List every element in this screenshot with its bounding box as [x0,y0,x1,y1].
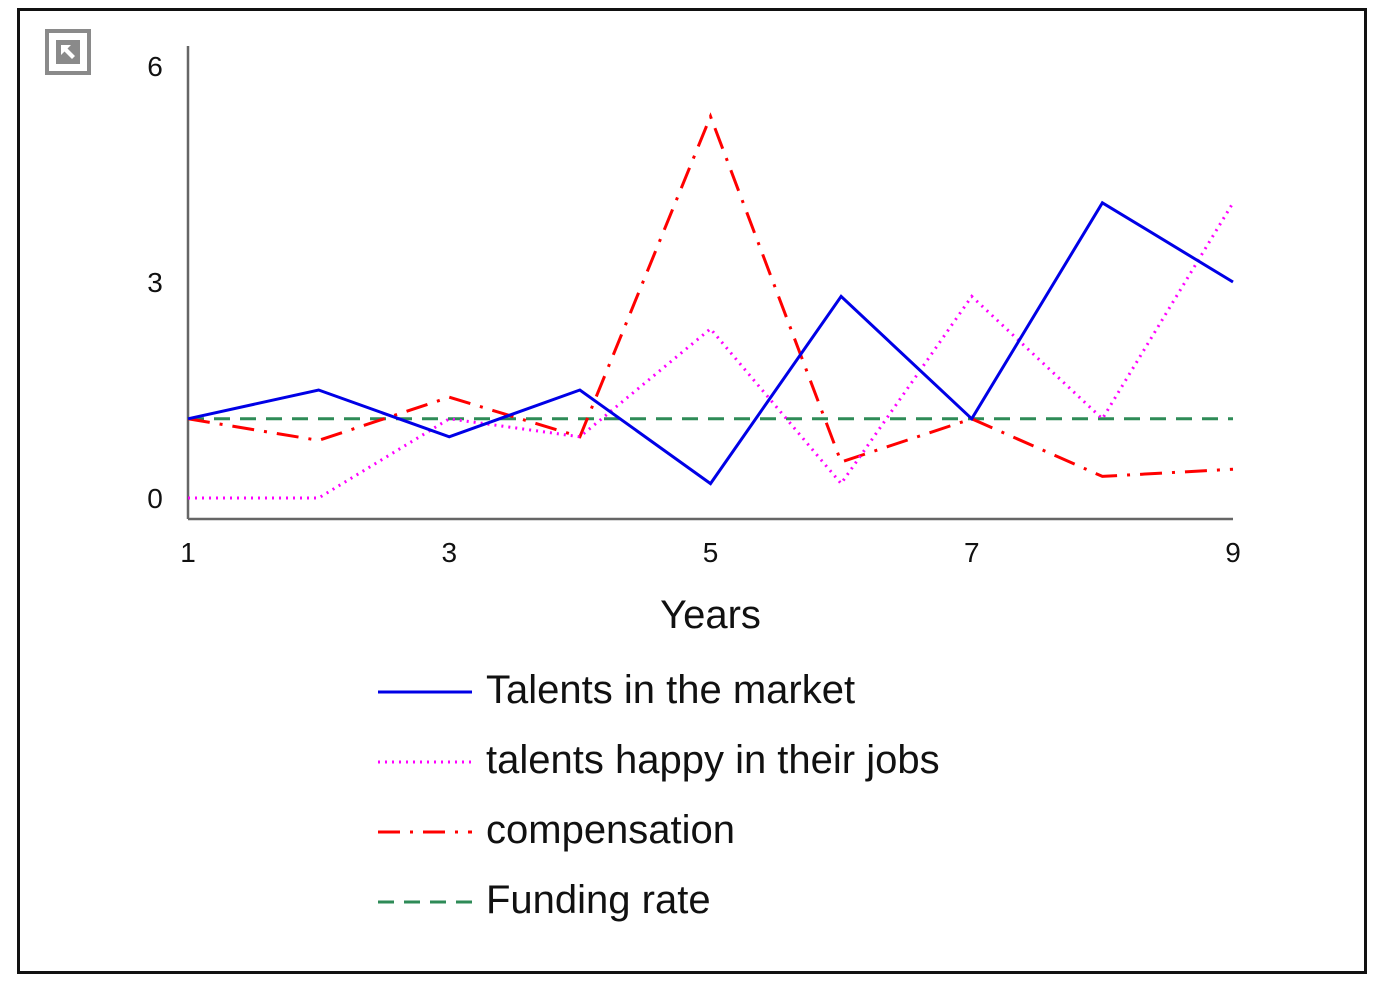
x-tick-label: 7 [964,537,980,568]
series-line-compensation [187,112,1234,478]
x-tick-label: 3 [441,537,457,568]
legend-item[interactable]: Funding rate [376,874,1076,934]
legend-item[interactable]: talents happy in their jobs [376,734,1076,794]
x-tick-label: 9 [1225,537,1241,568]
legend-label: Talents in the market [486,668,856,712]
y-tick-label: 0 [147,483,163,514]
legend-swatch [378,830,472,834]
legend-swatch [378,760,472,764]
legend-label: compensation [486,808,736,852]
legend-item[interactable]: compensation [376,804,1076,864]
legend-swatch [378,900,472,904]
legend-swatch [378,690,472,694]
y-tick-label: 3 [147,267,163,298]
expand-arrow-icon [56,40,80,64]
x-axis-title: Years [660,593,761,637]
expand-button[interactable] [45,29,91,75]
y-tick-label: 6 [147,51,163,82]
x-tick-label: 1 [180,537,196,568]
legend-label: talents happy in their jobs [486,738,940,782]
legend-item[interactable]: Talents in the market [376,664,1076,724]
series-line-talents-in-the-market [187,200,1234,486]
legend-label: Funding rate [486,878,711,922]
x-tick-label: 5 [703,537,719,568]
chart-frame [17,8,1367,974]
series-line-talents-happy-in-their-jobs [188,202,1235,500]
